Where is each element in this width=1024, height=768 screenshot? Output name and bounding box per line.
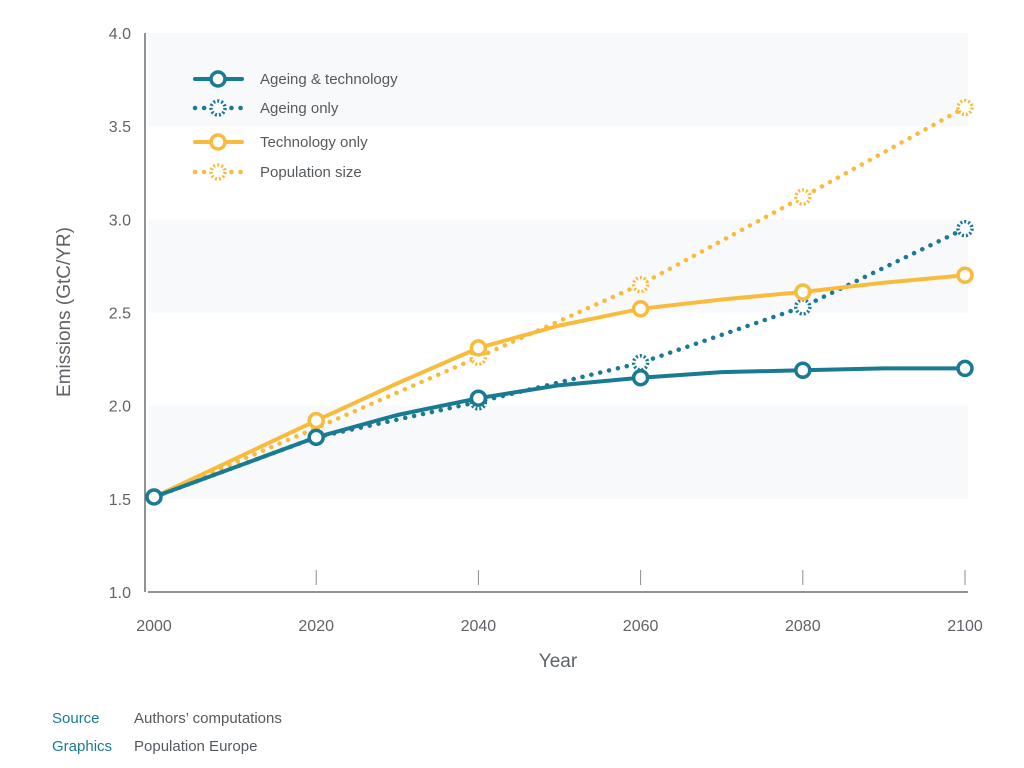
data-point-marker <box>794 283 812 301</box>
source-key: Source <box>52 710 100 727</box>
source-value: Authors’ computations <box>134 710 282 727</box>
data-point-marker <box>145 488 163 506</box>
chart: 1.01.52.02.53.03.54.0 2000 2020 2040 2060 20… <box>54 26 983 672</box>
data-point-marker <box>956 359 974 378</box>
grid-band <box>148 33 968 127</box>
x-tick-label: 2080 <box>785 618 821 635</box>
data-point-marker <box>307 411 325 430</box>
y-tick-label: 2.0 <box>109 399 131 416</box>
legend: Ageing & technology Ageing only Technology… <box>192 70 398 181</box>
graphics-value: Population Europe <box>134 738 258 755</box>
graphics-key: Graphics <box>52 738 113 755</box>
graphics-note: Graphics Population Europe <box>52 738 257 755</box>
axes <box>144 33 968 593</box>
data-point-marker <box>631 354 650 372</box>
series-line-technology-only <box>152 273 967 499</box>
data-point-marker <box>469 389 488 407</box>
x-tick-label: 2100 <box>947 618 983 635</box>
grid-band <box>148 219 968 313</box>
series-line-ageing-technology <box>152 366 967 499</box>
x-axis-ticks: 2000 2020 2040 2060 2080 2100 <box>136 570 983 635</box>
y-tick-label: 4.0 <box>109 26 131 43</box>
data-point-marker <box>956 98 974 117</box>
data-point-marker <box>956 266 974 284</box>
data-point-marker <box>794 361 812 380</box>
legend-item: Ageing only <box>192 99 339 117</box>
x-tick-label: 2020 <box>298 618 334 635</box>
legend-label: Population size <box>260 164 362 181</box>
y-tick-label: 3.5 <box>109 119 131 136</box>
y-tick-label: 3.0 <box>109 212 131 229</box>
data-point-marker <box>956 219 974 238</box>
source-note: Source Authors’ computations <box>52 710 282 727</box>
x-tick-label: 2040 <box>461 618 497 635</box>
y-axis-title: Emissions (GtC/YR) <box>54 227 75 397</box>
data-point-marker <box>631 275 650 294</box>
data-point-marker <box>631 368 650 387</box>
legend-item: Technology only <box>193 133 368 151</box>
data-point-marker <box>469 339 488 357</box>
x-tick-label: 2060 <box>623 618 659 635</box>
legend-marker <box>209 70 227 88</box>
grid-band <box>148 405 968 499</box>
legend-label: Technology only <box>260 134 368 151</box>
y-axis-ticks: 1.0 1.5 2.0 2.5 3.0 3.5 4.0 <box>109 26 131 602</box>
data-point-marker <box>794 188 812 206</box>
grid-bands <box>148 33 968 499</box>
data-point-marker <box>631 300 650 318</box>
series-line-population-size <box>151 105 968 500</box>
y-tick-label: 1.0 <box>109 585 131 602</box>
legend-label: Ageing only <box>260 100 339 117</box>
data-point-marker <box>794 298 812 316</box>
legend-marker <box>209 133 227 151</box>
y-tick-label: 1.5 <box>109 492 131 509</box>
x-axis-title: Year <box>539 651 578 672</box>
legend-item: Ageing & technology <box>193 70 398 88</box>
series-lines <box>151 105 968 500</box>
x-tick-label: 2000 <box>136 618 172 635</box>
legend-item: Population size <box>192 163 362 181</box>
y-tick-label: 2.5 <box>109 306 131 323</box>
legend-label: Ageing & technology <box>260 71 398 88</box>
legend-marker <box>209 163 227 181</box>
data-point-marker <box>307 428 325 447</box>
legend-marker <box>209 99 227 117</box>
series-markers <box>145 98 974 506</box>
